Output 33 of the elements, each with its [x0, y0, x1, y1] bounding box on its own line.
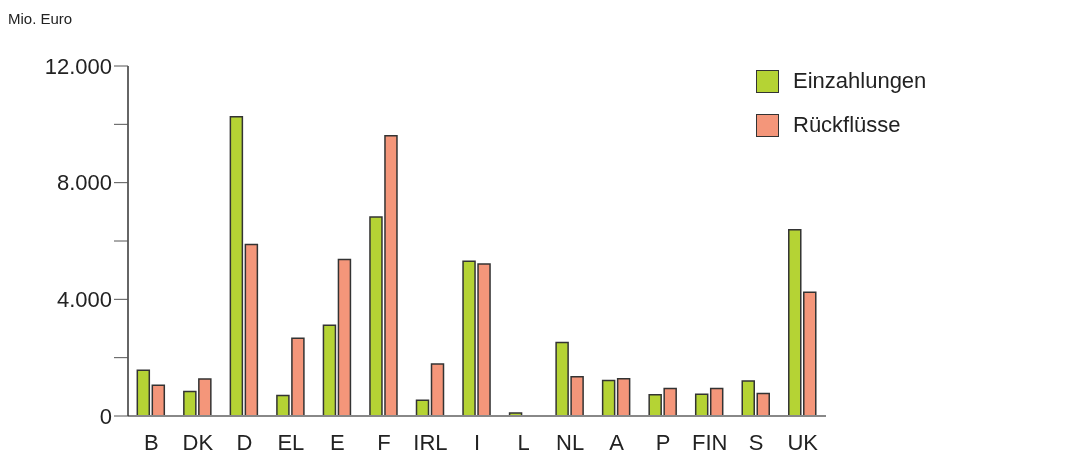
bar: [229, 116, 244, 416]
bar: [709, 387, 724, 416]
x-tick-label: B: [143, 429, 159, 455]
bar: [616, 377, 631, 416]
bar: [244, 243, 259, 416]
x-tick-label: D: [236, 429, 253, 455]
x-tick-label: FIN: [691, 429, 728, 455]
legend-label: Einzahlungen: [793, 68, 927, 94]
x-tick-label: DK: [182, 429, 214, 455]
x-tick-label: P: [655, 429, 671, 455]
bar: [694, 393, 709, 416]
y-axis-title: Mio. Euro: [8, 10, 73, 27]
y-tick-label: 4.000: [56, 287, 112, 313]
x-tick-label: A: [609, 429, 625, 455]
y-tick-label: 8.000: [56, 170, 112, 196]
bar: [601, 379, 616, 416]
x-tick-label: L: [517, 429, 530, 455]
y-tick-label: 0: [99, 403, 112, 429]
legend-label: Rückflüsse: [793, 112, 901, 138]
x-tick-label: E: [330, 429, 345, 455]
y-tick-label: 12.000: [44, 53, 112, 79]
bar: [430, 363, 445, 416]
x-tick-label: F: [377, 429, 391, 455]
x-tick-label: UK: [787, 429, 819, 455]
x-tick-label: EL: [277, 429, 305, 455]
x-tick-label: S: [748, 429, 764, 455]
x-tick-label: I: [473, 429, 481, 455]
bar: [337, 258, 352, 416]
x-tick-label: IRL: [413, 429, 448, 455]
bar: [136, 369, 151, 416]
x-tick-label: NL: [556, 429, 585, 455]
bar: [151, 384, 166, 416]
bar: [322, 324, 337, 416]
